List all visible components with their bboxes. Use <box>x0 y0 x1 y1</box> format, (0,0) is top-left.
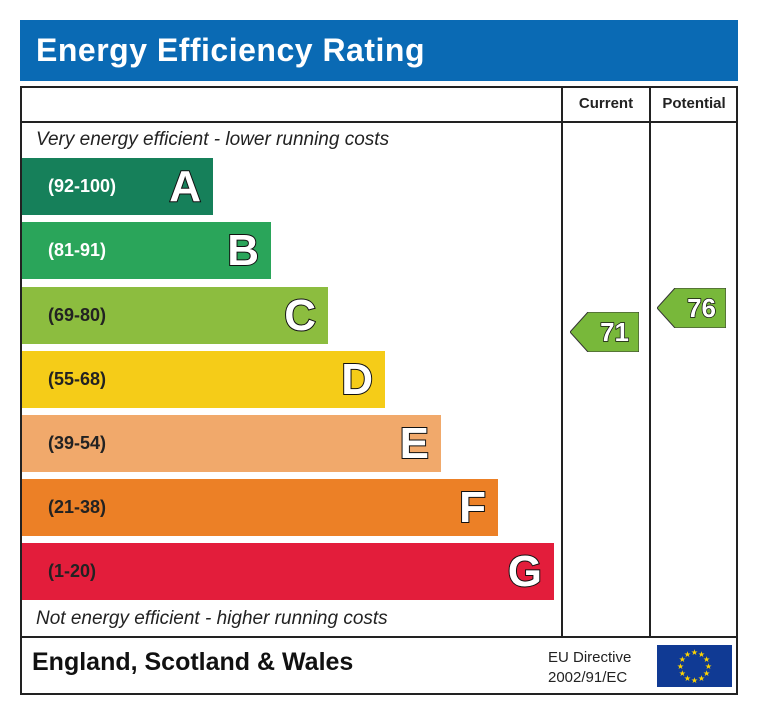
footer-divider <box>20 636 738 638</box>
current-rating-arrow: 71 <box>570 312 639 353</box>
band-range: (21-38) <box>48 497 107 517</box>
eu-flag-icon: ★ ★ ★ ★ ★ ★ ★ ★ ★ ★ ★ ★ <box>657 645 732 687</box>
band-range: (92-100) <box>48 176 117 196</box>
arrow-shape <box>657 288 726 329</box>
band-range: (1-20) <box>48 561 97 581</box>
star-icon: ★ <box>679 669 686 678</box>
directive-line-1: EU Directive <box>548 649 632 666</box>
potential-column-divider <box>649 86 651 637</box>
star-icon: ★ <box>698 650 705 659</box>
band-bar-e: (39-54) E <box>22 415 441 472</box>
potential-column-header: Potential <box>662 95 726 112</box>
region-label: England, Scotland & Wales <box>32 648 354 676</box>
current-column-header: Current <box>578 95 634 112</box>
band-letter: B <box>226 225 260 276</box>
star-icon: ★ <box>691 676 698 685</box>
star-icon: ★ <box>703 669 710 678</box>
star-icon: ★ <box>703 655 710 664</box>
band-bar-c: (69-80) C <box>22 287 328 344</box>
band-letter: F <box>458 482 487 533</box>
band-range: (69-80) <box>48 305 107 325</box>
star-icon: ★ <box>691 648 698 657</box>
band-bar-a: (92-100) A <box>22 158 213 215</box>
band-letter: A <box>168 161 202 212</box>
directive-line-2: 2002/91/EC <box>548 669 628 686</box>
band-range: (39-54) <box>48 433 107 453</box>
band-bar-d: (55-68) D <box>22 351 385 408</box>
band-range: (81-91) <box>48 240 107 260</box>
star-icon: ★ <box>677 662 684 671</box>
band-letter: E <box>399 418 430 469</box>
band-bar-f: (21-38) F <box>22 479 498 536</box>
band-letter: D <box>340 354 374 405</box>
star-icon: ★ <box>684 650 691 659</box>
band-range: (55-68) <box>48 369 107 389</box>
current-rating-value: 71 <box>599 316 629 348</box>
band-bar-b: (81-91) B <box>22 222 271 279</box>
band-letter: C <box>283 290 317 341</box>
chart-title: Energy Efficiency Rating <box>20 20 738 81</box>
band-bar-g: (1-20) G <box>22 543 554 600</box>
arrow-shape <box>570 312 639 353</box>
potential-rating-arrow: 76 <box>657 288 726 329</box>
star-icon: ★ <box>705 662 712 671</box>
top-caption: Very energy efficient - lower running co… <box>36 129 390 150</box>
band-letter: G <box>507 546 543 597</box>
star-icon: ★ <box>684 674 691 683</box>
rating-frame <box>20 86 738 695</box>
potential-rating-value: 76 <box>686 293 716 325</box>
bottom-caption: Not energy efficient - higher running co… <box>36 608 388 629</box>
star-icon: ★ <box>698 674 705 683</box>
header-divider <box>20 121 738 123</box>
current-column-divider <box>561 86 563 637</box>
star-icon: ★ <box>679 655 686 664</box>
eu-directive-label: EU Directive 2002/91/EC <box>548 648 631 688</box>
